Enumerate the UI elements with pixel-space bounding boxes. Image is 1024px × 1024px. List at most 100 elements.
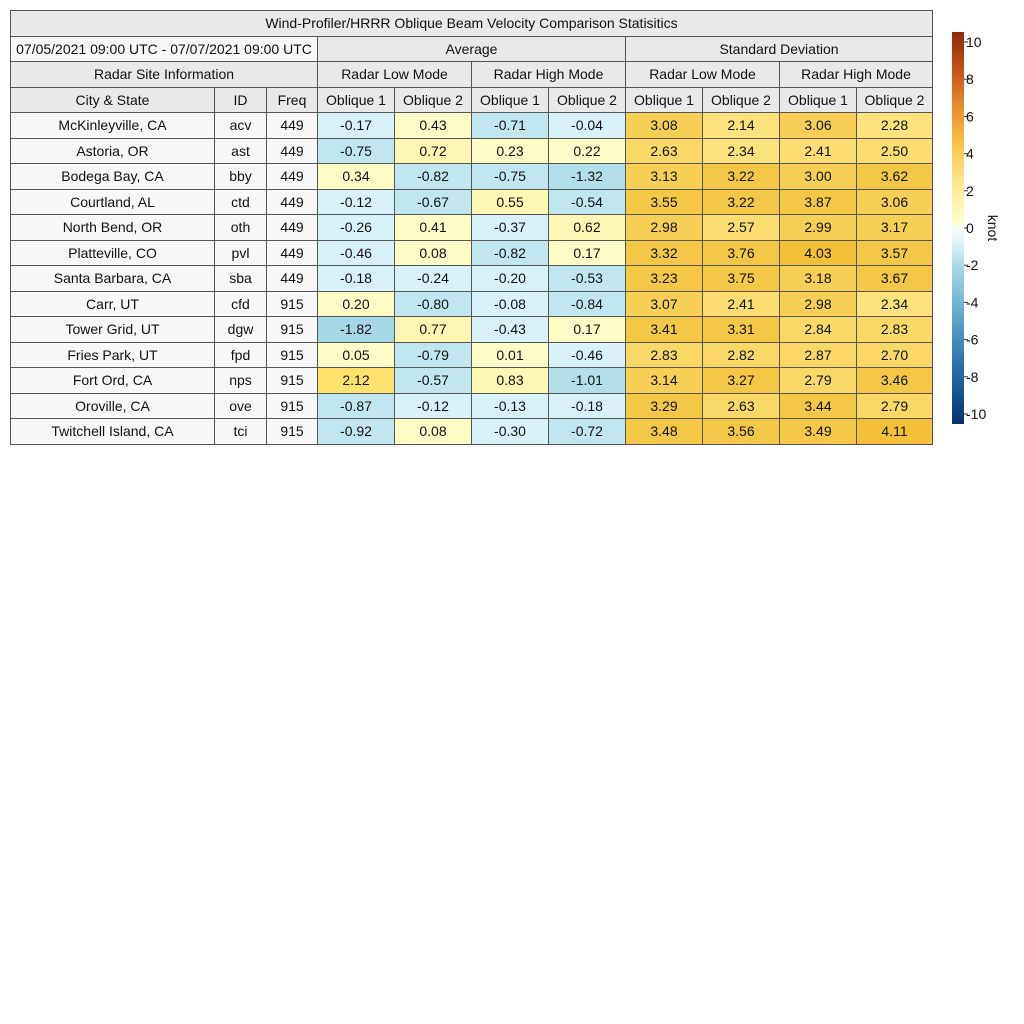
id-cell: fpd xyxy=(214,341,267,368)
avg-high-oblique-1-cell: -0.08 xyxy=(471,290,549,317)
std-high-oblique-1-cell: 2.84 xyxy=(779,316,857,343)
avg-high-oblique-1-cell: -0.30 xyxy=(471,418,549,445)
average-header: Average xyxy=(317,35,626,62)
avg-low-oblique-1-cell: 0.05 xyxy=(317,341,395,368)
std-low-oblique-1-cell: 3.32 xyxy=(625,239,703,266)
freq-cell: 449 xyxy=(266,112,318,139)
avg-low-oblique-1-cell: -0.12 xyxy=(317,188,395,215)
avg-low-oblique-1-cell: -0.26 xyxy=(317,214,395,241)
std-high-oblique-2-cell: 3.67 xyxy=(856,265,933,292)
city-cell: Fries Park, UT xyxy=(10,341,215,368)
std-high-mode-header: Radar High Mode xyxy=(779,61,933,88)
std-low-oblique-1-cell: 3.48 xyxy=(625,418,703,445)
std-low-oblique-2-cell: 2.82 xyxy=(702,341,780,368)
column-header-id: ID xyxy=(214,86,267,113)
avg-low-oblique-2-cell: -0.80 xyxy=(394,290,472,317)
colorbar-tick-label: -4 xyxy=(966,294,979,310)
avg-high-oblique-1-cell: -0.43 xyxy=(471,316,549,343)
colorbar: 10 8 6 4 2 0 -2 -4 -6 -8 -10 knot xyxy=(952,32,1001,424)
avg-low-oblique-1-cell: 0.34 xyxy=(317,163,395,190)
column-header-std-low-oblique-1: Oblique 1 xyxy=(625,86,703,113)
avg-low-oblique-2-cell: -0.79 xyxy=(394,341,472,368)
std-high-oblique-2-cell: 4.11 xyxy=(856,418,933,445)
colorbar-tick-label: 6 xyxy=(966,108,974,124)
date-range: 07/05/2021 09:00 UTC - 07/07/2021 09:00 … xyxy=(10,35,318,62)
std-low-oblique-2-cell: 2.34 xyxy=(702,137,780,164)
avg-low-oblique-2-cell: -0.82 xyxy=(394,163,472,190)
avg-low-oblique-2-cell: 0.72 xyxy=(394,137,472,164)
avg-low-oblique-2-cell: 0.43 xyxy=(394,112,472,139)
avg-low-oblique-1-cell: -0.87 xyxy=(317,392,395,419)
freq-cell: 449 xyxy=(266,214,318,241)
freq-cell: 915 xyxy=(266,418,318,445)
avg-low-oblique-2-cell: -0.24 xyxy=(394,265,472,292)
std-high-oblique-1-cell: 3.00 xyxy=(779,163,857,190)
std-high-oblique-2-cell: 3.46 xyxy=(856,367,933,394)
id-cell: oth xyxy=(214,214,267,241)
avg-high-oblique-2-cell: 0.62 xyxy=(548,214,626,241)
avg-high-oblique-2-cell: -0.84 xyxy=(548,290,626,317)
avg-low-oblique-1-cell: -0.75 xyxy=(317,137,395,164)
std-low-oblique-1-cell: 3.08 xyxy=(625,112,703,139)
table-title: Wind-Profiler/HRRR Oblique Beam Velocity… xyxy=(10,10,933,37)
table-row: Tower Grid, UT dgw 915 -1.82 0.77 -0.43 0.17 3.… xyxy=(10,316,933,343)
avg-high-oblique-2-cell: -0.18 xyxy=(548,392,626,419)
table-row: Oroville, CA ove 915 -0.87 -0.12 -0.13 -0.18 3.… xyxy=(10,392,933,419)
std-low-oblique-1-cell: 3.41 xyxy=(625,316,703,343)
avg-low-oblique-2-cell: 0.77 xyxy=(394,316,472,343)
avg-low-oblique-2-cell: 0.08 xyxy=(394,239,472,266)
colorbar-gradient xyxy=(952,32,964,424)
colorbar-tick-label: 0 xyxy=(966,220,974,236)
avg-low-oblique-1-cell: -1.82 xyxy=(317,316,395,343)
table-row: Carr, UT cfd 915 0.20 -0.80 -0.08 -0.84 3.07 2.4… xyxy=(10,290,933,317)
std-high-oblique-1-cell: 2.79 xyxy=(779,367,857,394)
avg-low-mode-header: Radar Low Mode xyxy=(317,61,472,88)
city-cell: Carr, UT xyxy=(10,290,215,317)
avg-high-oblique-2-cell: 0.17 xyxy=(548,316,626,343)
std-high-oblique-1-cell: 3.06 xyxy=(779,112,857,139)
std-high-oblique-2-cell: 2.50 xyxy=(856,137,933,164)
std-high-oblique-2-cell: 2.70 xyxy=(856,341,933,368)
table-row: Astoria, OR ast 449 -0.75 0.72 0.23 0.22 2.63 2.… xyxy=(10,137,933,164)
avg-low-oblique-2-cell: -0.57 xyxy=(394,367,472,394)
avg-low-oblique-2-cell: -0.12 xyxy=(394,392,472,419)
std-low-oblique-2-cell: 3.75 xyxy=(702,265,780,292)
id-cell: tci xyxy=(214,418,267,445)
avg-high-oblique-2-cell: -0.54 xyxy=(548,188,626,215)
freq-cell: 449 xyxy=(266,265,318,292)
column-header-avg-low-oblique-1: Oblique 1 xyxy=(317,86,395,113)
colorbar-tick-label: 10 xyxy=(966,34,982,50)
column-header-std-high-oblique-1: Oblique 1 xyxy=(779,86,857,113)
std-high-oblique-1-cell: 2.87 xyxy=(779,341,857,368)
avg-high-oblique-2-cell: 0.17 xyxy=(548,239,626,266)
city-cell: Courtland, AL xyxy=(10,188,215,215)
std-high-oblique-1-cell: 3.44 xyxy=(779,392,857,419)
colorbar-label: knot xyxy=(985,215,1001,242)
city-cell: Astoria, OR xyxy=(10,137,215,164)
freq-cell: 449 xyxy=(266,239,318,266)
avg-low-oblique-2-cell: 0.41 xyxy=(394,214,472,241)
std-low-oblique-1-cell: 2.83 xyxy=(625,341,703,368)
std-low-oblique-1-cell: 3.29 xyxy=(625,392,703,419)
city-cell: Tower Grid, UT xyxy=(10,316,215,343)
std-low-oblique-2-cell: 3.22 xyxy=(702,163,780,190)
std-high-oblique-2-cell: 2.79 xyxy=(856,392,933,419)
id-cell: ctd xyxy=(214,188,267,215)
avg-high-oblique-2-cell: -0.04 xyxy=(548,112,626,139)
column-header-std-low-oblique-2: Oblique 2 xyxy=(702,86,780,113)
id-cell: ove xyxy=(214,392,267,419)
std-high-oblique-2-cell: 2.83 xyxy=(856,316,933,343)
freq-cell: 915 xyxy=(266,341,318,368)
avg-high-oblique-1-cell: -0.13 xyxy=(471,392,549,419)
id-cell: nps xyxy=(214,367,267,394)
std-low-oblique-2-cell: 3.31 xyxy=(702,316,780,343)
avg-high-oblique-1-cell: -0.20 xyxy=(471,265,549,292)
std-high-oblique-2-cell: 3.57 xyxy=(856,239,933,266)
column-header-std-high-oblique-2: Oblique 2 xyxy=(856,86,933,113)
avg-high-oblique-1-cell: -0.82 xyxy=(471,239,549,266)
id-cell: sba xyxy=(214,265,267,292)
colorbar-tick-label: 4 xyxy=(966,146,974,162)
table-row: Fries Park, UT fpd 915 0.05 -0.79 0.01 -0.46 2.… xyxy=(10,341,933,368)
column-header-avg-low-oblique-2: Oblique 2 xyxy=(394,86,472,113)
id-cell: ast xyxy=(214,137,267,164)
